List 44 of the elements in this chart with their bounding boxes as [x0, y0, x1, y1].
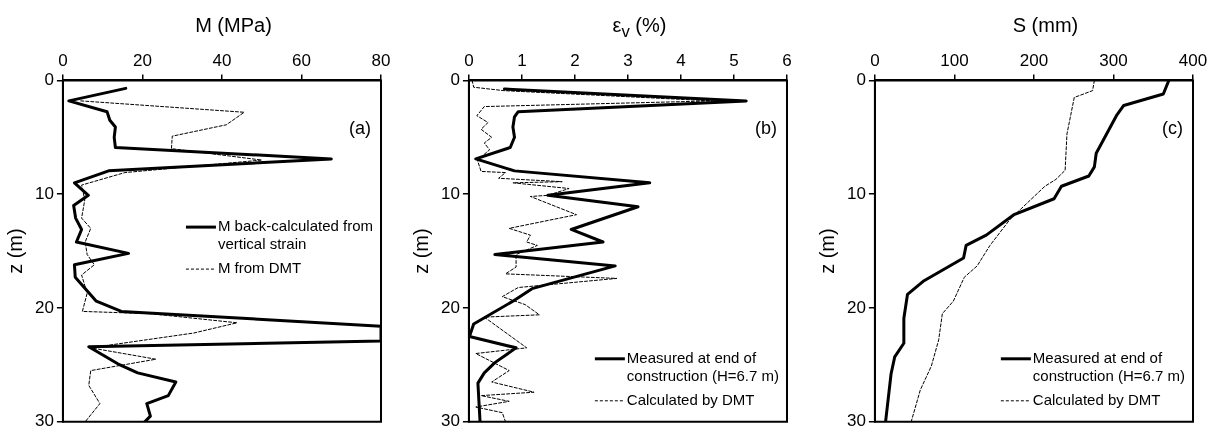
y-tick-label: 20: [34, 297, 54, 317]
legend-label: M back-calculated from vertical strain: [217, 217, 374, 253]
x-tick-label: 400: [1178, 50, 1208, 70]
x-tick-label: 5: [729, 50, 739, 70]
x-tick-label: 200: [1019, 50, 1049, 70]
y-tick-label: 30: [440, 411, 460, 431]
annotation: (c): [1162, 118, 1183, 139]
y-tick-label: 20: [440, 297, 460, 317]
x-tick-label: 4: [676, 50, 686, 70]
x-tick-label: 20: [132, 50, 152, 70]
legend-label: M from DMT: [217, 259, 302, 277]
legend-label: Calculated by DMT: [1032, 390, 1161, 408]
x-tick-label: 300: [1099, 50, 1128, 70]
y-tick-label: 10: [34, 183, 54, 203]
y-tick-label: 30: [846, 411, 866, 431]
y-tick-label: 20: [846, 297, 866, 317]
y-axis-title: z (m): [815, 228, 838, 274]
y-tick-label: 10: [440, 183, 460, 203]
legend-label: Measured at end of construction (H=6.7 m): [626, 348, 779, 384]
x-tick-label: 1: [517, 50, 527, 70]
y-tick-label: 10: [846, 183, 866, 203]
x-tick-label: 3: [623, 50, 633, 70]
annotation: (a): [349, 118, 371, 139]
y-tick-label: 0: [856, 70, 866, 90]
legend-label: Calculated by DMT: [626, 390, 755, 408]
annotation: (b): [755, 118, 777, 139]
x-axis-title: M (MPa): [194, 14, 273, 37]
x-tick-label: 0: [464, 50, 474, 70]
x-tick-label: 60: [292, 50, 311, 70]
x-tick-label: 2: [570, 50, 580, 70]
x-tick-label: 0: [58, 50, 68, 70]
y-axis-title: z (m): [3, 228, 26, 274]
y-tick-label: 0: [44, 70, 54, 90]
x-tick-label: 80: [371, 50, 391, 70]
x-axis-title: ε$_{v}$ (%): [611, 14, 668, 42]
x-tick-label: 6: [782, 50, 792, 70]
x-tick-label: 100: [940, 50, 969, 70]
y-tick-label: 30: [34, 411, 54, 431]
x-tick-label: 0: [870, 50, 880, 70]
x-axis-title: S (mm): [1011, 14, 1080, 37]
y-tick-label: 0: [450, 70, 460, 90]
x-tick-label: 40: [212, 50, 232, 70]
legend-label: Measured at end of construction (H=6.7 m): [1032, 348, 1185, 384]
y-axis-title: z (m): [409, 228, 432, 274]
